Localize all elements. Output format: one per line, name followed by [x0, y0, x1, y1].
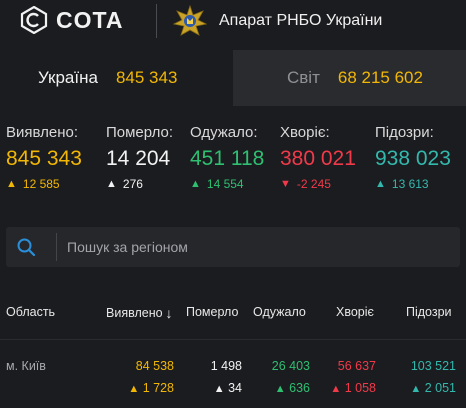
table-divider: [0, 339, 466, 340]
cell-delta: ▲ 636: [272, 381, 310, 395]
rnbo-link[interactable]: Апарат РНБО України: [173, 5, 382, 37]
cell-sick: 56 637 ▲ 1 058: [330, 359, 376, 395]
header-divider: [156, 4, 157, 38]
tab-label: Україна: [38, 68, 98, 87]
stat-delta: ▼ -2 245: [280, 177, 356, 191]
search-divider: [56, 233, 57, 261]
stat-delta-value: 13 613: [391, 177, 429, 191]
rnbo-emblem-icon: [173, 5, 207, 36]
column-header-suspected[interactable]: Підозри: [406, 305, 452, 319]
cell-value: 84 538: [135, 359, 174, 373]
column-header-region[interactable]: Область: [6, 305, 56, 319]
arrow-up-icon: ▲: [330, 383, 342, 395]
arrow-up-icon: ▲: [6, 178, 17, 190]
top-bar: COTA Апарат РНБО України: [0, 0, 466, 40]
cell-value: 1 498: [210, 359, 242, 373]
stat-sick: Хворіє: 380 021 ▼ -2 245: [280, 124, 356, 191]
cell-delta-value: 2 051: [424, 381, 456, 395]
stat-value: 845 343: [6, 147, 82, 170]
stat-suspected: Підозри: 938 023 ▲ 13 613: [375, 124, 451, 191]
region-search: [6, 227, 460, 267]
cell-delta-value: 1 728: [142, 381, 174, 395]
cell-value: 103 521: [410, 359, 456, 373]
column-header-label: Виявлено: [106, 306, 163, 320]
stat-value: 938 023: [375, 147, 451, 170]
arrow-down-icon: ▼: [280, 178, 291, 190]
cell-delta: ▲ 2 051: [410, 381, 456, 395]
stat-delta: ▲ 12 585: [6, 177, 82, 191]
stat-detected: Виявлено: 845 343 ▲ 12 585: [6, 124, 82, 191]
cota-logo-icon: [20, 6, 48, 34]
cell-delta: ▲ 1 058: [330, 381, 376, 395]
brand-name: COTA: [56, 6, 124, 33]
org-name: Апарат РНБО України: [219, 12, 383, 29]
stat-label: Одужало:: [190, 124, 258, 141]
cell-delta: ▲ 34: [211, 381, 242, 395]
search-icon[interactable]: [6, 237, 46, 257]
arrow-up-icon: ▲: [128, 383, 140, 395]
arrow-up-icon: ▲: [106, 178, 117, 190]
arrow-up-icon: ▲: [274, 383, 286, 395]
column-header-sick[interactable]: Хворіє: [336, 305, 374, 319]
stats-summary: Виявлено: 845 343 ▲ 12 585 Померло: 14 2…: [0, 124, 466, 194]
stat-label: Підозри:: [375, 124, 434, 141]
arrow-up-icon: ▲: [375, 178, 386, 190]
stat-delta: ▲ 276: [106, 177, 173, 191]
cell-delta-value: 34: [228, 381, 242, 395]
cell-value: 26 403: [271, 359, 310, 373]
stat-recovered: Одужало: 451 118 ▲ 14 554: [190, 124, 264, 191]
cell-delta-value: 1 058: [344, 381, 376, 395]
stat-delta-value: 14 554: [206, 177, 244, 191]
stat-delta: ▲ 13 613: [375, 177, 451, 191]
cell-delta-value: 636: [289, 381, 310, 395]
cell-detected: 84 538 ▲ 1 728: [128, 359, 174, 395]
stat-value: 14 204: [106, 147, 171, 170]
column-header-detected[interactable]: Виявлено ↓: [106, 305, 173, 321]
tab-value: 845 343: [115, 68, 178, 87]
arrow-up-icon: ▲: [213, 383, 225, 395]
table-header: Область Виявлено ↓ Померло Одужало Хворі…: [0, 302, 466, 324]
stat-delta-value: 276: [122, 177, 143, 191]
column-header-recovered[interactable]: Одужало: [253, 305, 306, 319]
cell-value: 56 637: [337, 359, 376, 373]
tab-label: Світ: [287, 68, 320, 87]
arrow-up-icon: ▲: [410, 383, 422, 395]
stat-delta-value: -2 245: [296, 177, 331, 191]
tab-value: 68 215 602: [337, 68, 423, 87]
cell-recovered: 26 403 ▲ 636: [272, 359, 310, 395]
scope-tabs: Україна 845 343 Світ 68 215 602: [0, 50, 466, 106]
stat-value: 451 118: [190, 147, 265, 170]
cell-delta: ▲ 1 728: [128, 381, 174, 395]
stat-label: Померло:: [106, 124, 174, 141]
tab-world[interactable]: Світ 68 215 602: [233, 50, 466, 106]
stat-delta: ▲ 14 554: [190, 177, 264, 191]
sort-down-icon: ↓: [165, 305, 173, 321]
table-row[interactable]: м. Київ 84 538 ▲ 1 728 1 498 ▲ 34 26 403…: [0, 355, 466, 400]
stat-delta-value: 12 585: [22, 177, 60, 191]
tab-ukraine[interactable]: Україна 845 343: [0, 50, 233, 106]
region-name: м. Київ: [6, 359, 46, 373]
arrow-up-icon: ▲: [190, 178, 201, 190]
cell-suspected: 103 521 ▲ 2 051: [410, 359, 456, 395]
stat-label: Хворіє:: [280, 124, 330, 141]
brand[interactable]: COTA: [20, 6, 123, 34]
column-header-deaths[interactable]: Померло: [186, 305, 239, 319]
search-input[interactable]: [67, 239, 460, 255]
stat-value: 380 021: [280, 147, 356, 170]
stat-label: Виявлено:: [6, 124, 79, 141]
cell-deaths: 1 498 ▲ 34: [211, 359, 242, 395]
stat-deaths: Померло: 14 204 ▲ 276: [106, 124, 173, 191]
